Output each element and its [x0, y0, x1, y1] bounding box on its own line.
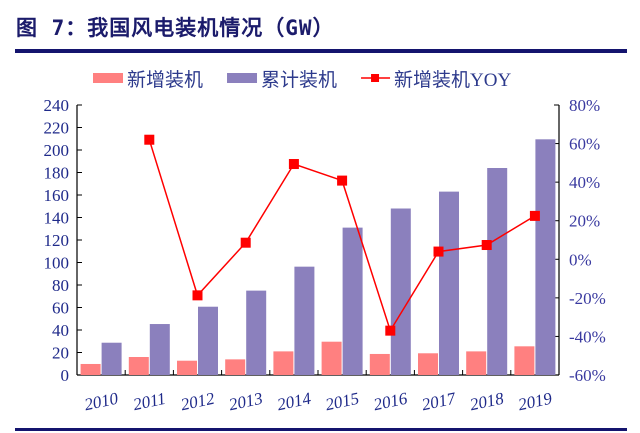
x-tick-label: 2019 — [516, 389, 554, 415]
yoy-marker — [481, 240, 492, 251]
legend-swatch — [227, 73, 258, 83]
left-tick-label: 100 — [44, 254, 70, 273]
x-tick-label: 2011 — [131, 389, 167, 414]
left-tick-label: 60 — [52, 299, 69, 318]
left-tick-label: 220 — [44, 119, 70, 138]
right-tick-label: 20% — [569, 212, 600, 231]
x-tick-label: 2018 — [468, 389, 506, 415]
legend-label: 新增装机YOY — [394, 69, 511, 91]
bar-new — [369, 353, 390, 375]
left-tick-label: 140 — [44, 209, 70, 228]
yoy-marker — [192, 290, 203, 301]
bar-new — [514, 346, 535, 375]
x-tick-label: 2017 — [420, 388, 459, 414]
left-tick-label: 0 — [61, 366, 70, 385]
yoy-marker — [288, 159, 299, 170]
right-tick-label: -60% — [569, 366, 606, 385]
yoy-marker — [240, 237, 251, 248]
left-tick-label: 40 — [52, 321, 69, 340]
x-tick-label: 2014 — [275, 389, 313, 415]
bar-cumulative — [535, 139, 556, 375]
legend-label: 累计装机 — [261, 69, 337, 91]
left-tick-label: 20 — [52, 344, 69, 363]
bar-new — [225, 359, 246, 375]
yoy-marker — [144, 134, 155, 145]
bar-new — [177, 360, 197, 375]
right-tick-label: 40% — [569, 173, 600, 192]
right-tick-label: -40% — [569, 327, 606, 346]
bar-new — [80, 363, 101, 375]
title-divider — [15, 49, 627, 53]
x-tick-label: 2015 — [324, 389, 361, 415]
right-tick-label: -20% — [569, 289, 606, 308]
legend-swatch — [93, 73, 123, 83]
left-tick-label: 240 — [44, 96, 70, 115]
right-tick-label: 80% — [569, 96, 600, 115]
legend-label: 新增装机 — [127, 69, 203, 91]
yoy-marker — [337, 175, 348, 186]
right-tick-label: 60% — [569, 135, 600, 154]
bar-cumulative — [487, 168, 508, 375]
figure-title: 图 7：我国风电装机情况（GW） — [16, 16, 335, 40]
bar-cumulative — [390, 208, 411, 375]
bar-cumulative — [198, 306, 218, 375]
bottom-divider — [15, 428, 627, 431]
left-tick-label: 160 — [44, 186, 70, 205]
right-tick-label: 0% — [569, 250, 592, 269]
bar-cumulative — [342, 227, 363, 375]
bar-new — [128, 357, 149, 375]
bar-new — [321, 341, 342, 375]
bar-cumulative — [149, 324, 170, 375]
yoy-line — [148, 139, 536, 333]
bar-new — [273, 351, 294, 375]
left-tick-label: 80 — [52, 276, 69, 295]
x-tick-label: 2012 — [179, 389, 217, 415]
yoy-marker — [433, 246, 444, 257]
left-tick-label: 200 — [44, 141, 70, 160]
yoy-marker — [385, 325, 396, 336]
bar-new — [418, 353, 438, 375]
left-tick-label: 120 — [44, 231, 70, 250]
x-tick-label: 2013 — [227, 389, 264, 415]
bar-cumulative — [439, 191, 459, 375]
yoy-marker — [529, 210, 540, 221]
x-tick-label: 2010 — [83, 389, 121, 415]
legend-marker — [371, 74, 380, 82]
x-tick-label: 2016 — [372, 389, 410, 415]
bar-new — [466, 351, 487, 375]
bar-cumulative — [294, 266, 315, 375]
bar-cumulative — [101, 342, 122, 375]
bar-cumulative — [246, 290, 267, 375]
left-tick-label: 180 — [44, 164, 70, 183]
